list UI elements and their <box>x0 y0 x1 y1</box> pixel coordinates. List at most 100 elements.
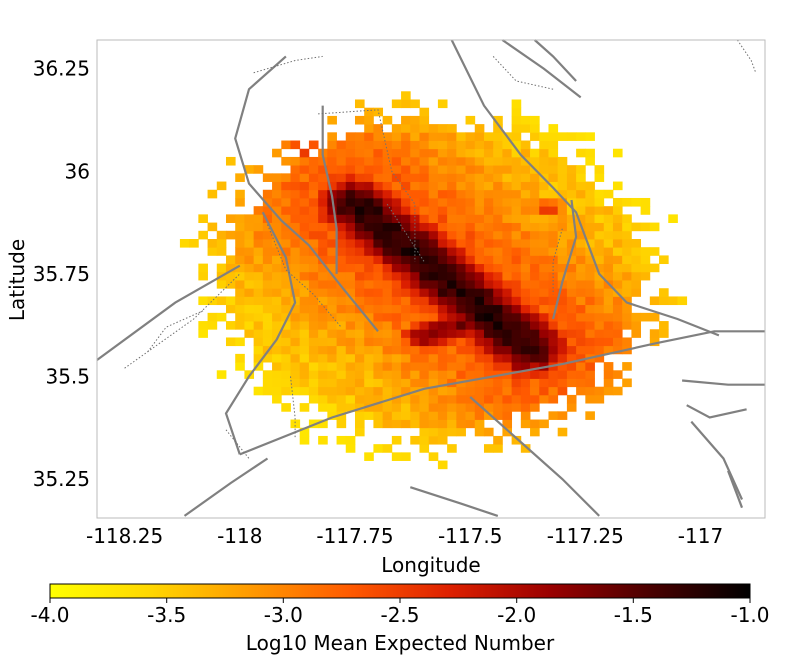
heatmap-cell <box>612 197 623 207</box>
heatmap-cell <box>511 296 522 306</box>
heatmap-cell <box>391 263 402 273</box>
heatmap-cell <box>603 337 614 347</box>
heatmap-cell <box>327 239 337 248</box>
heatmap-cell <box>272 280 282 289</box>
heatmap-cell <box>530 403 540 412</box>
heatmap-cell <box>281 345 291 355</box>
heatmap-cell <box>364 403 374 412</box>
heatmap-cell <box>612 255 623 265</box>
heatmap-cell <box>456 214 466 223</box>
heatmap-cell <box>456 362 466 371</box>
heatmap-cell <box>410 255 420 265</box>
heatmap-cell <box>401 148 411 158</box>
heatmap-cell <box>465 173 476 182</box>
heatmap-cell <box>428 140 439 150</box>
heatmap-cell <box>493 206 503 215</box>
heatmap-cell <box>585 230 595 240</box>
heatmap-cell <box>373 296 384 306</box>
heatmap-cell <box>428 321 439 330</box>
heatmap-cell <box>437 296 448 306</box>
heatmap-cell <box>493 255 503 265</box>
heatmap-cell <box>364 312 374 322</box>
heatmap-cell <box>474 353 485 363</box>
heatmap-cell <box>502 214 513 223</box>
heatmap-cell <box>419 288 430 297</box>
heatmap-cell <box>520 239 531 248</box>
heatmap-cell <box>576 214 586 223</box>
heatmap-cell <box>447 247 457 256</box>
heatmap-cell <box>253 165 264 174</box>
heatmap-cell <box>447 296 457 306</box>
heatmap-cell <box>419 411 430 420</box>
heatmap-cell <box>401 124 411 133</box>
heatmap-cell <box>354 189 365 199</box>
heatmap-cell <box>456 181 466 191</box>
heatmap-cell <box>483 181 494 191</box>
heatmap-cell <box>566 312 577 322</box>
heatmap-cell <box>179 239 190 248</box>
heatmap-cell <box>225 337 236 347</box>
heatmap-cell <box>548 288 559 297</box>
heatmap-cell <box>281 337 291 347</box>
heatmap-cell <box>410 419 420 429</box>
heatmap-cell <box>373 337 384 347</box>
heatmap-cell <box>493 132 503 141</box>
heatmap-cell <box>511 115 522 125</box>
heatmap-cell <box>530 156 540 166</box>
heatmap-cell <box>364 206 374 215</box>
heatmap-cell <box>410 329 420 338</box>
heatmap-cell <box>511 329 522 338</box>
heatmap-cell <box>428 280 439 289</box>
heatmap-cell <box>493 444 503 453</box>
heatmap-cell <box>308 140 319 150</box>
heatmap-cell <box>345 263 356 273</box>
heatmap-cell <box>299 386 310 396</box>
heatmap-cell <box>465 132 476 141</box>
heatmap-cell <box>401 239 411 248</box>
heatmap-cell <box>585 222 595 232</box>
heatmap-cell <box>318 386 328 396</box>
heatmap-cell <box>290 312 301 322</box>
heatmap-cell <box>576 230 586 240</box>
heatmap-cell <box>401 411 411 420</box>
heatmap-cell <box>437 304 448 314</box>
heatmap-cell <box>437 255 448 265</box>
heatmap-cell <box>364 239 374 248</box>
heatmap-cell <box>428 239 439 248</box>
heatmap-cell <box>557 271 568 281</box>
heatmap-cell <box>428 362 439 371</box>
heatmap-cell <box>281 329 291 338</box>
heatmap-cell <box>483 337 494 347</box>
heatmap-cell <box>244 312 255 322</box>
heatmap-cell <box>272 230 282 240</box>
heatmap-cell <box>465 165 476 174</box>
heatmap-cell <box>272 394 282 404</box>
heatmap-cell <box>207 296 218 306</box>
heatmap-cell <box>493 230 503 240</box>
heatmap-cell <box>364 337 374 347</box>
heatmap-cell <box>419 189 430 199</box>
heatmap-cell <box>318 214 328 223</box>
heatmap-cell <box>428 247 439 256</box>
heatmap-cell <box>299 362 310 371</box>
heatmap-cell <box>373 370 384 379</box>
heatmap-cell <box>373 329 384 338</box>
heatmap-cell <box>428 435 439 445</box>
heatmap-cell <box>520 247 531 256</box>
heatmap-cell <box>364 115 374 125</box>
heatmap-cell <box>474 173 485 182</box>
heatmap-cell <box>447 403 457 412</box>
heatmap-cell <box>308 296 319 306</box>
heatmap-cell <box>272 271 282 281</box>
heatmap-cell <box>299 189 310 199</box>
heatmap-cell <box>327 280 337 289</box>
heatmap-cell <box>327 140 337 150</box>
heatmap-cell <box>364 288 374 297</box>
heatmap-cell <box>308 386 319 396</box>
heatmap-cell <box>640 255 651 265</box>
heatmap-cell <box>640 263 651 273</box>
heatmap-cell <box>483 386 494 396</box>
heatmap-cell <box>373 247 384 256</box>
heatmap-cell <box>419 124 430 133</box>
heatmap-cell <box>373 321 384 330</box>
